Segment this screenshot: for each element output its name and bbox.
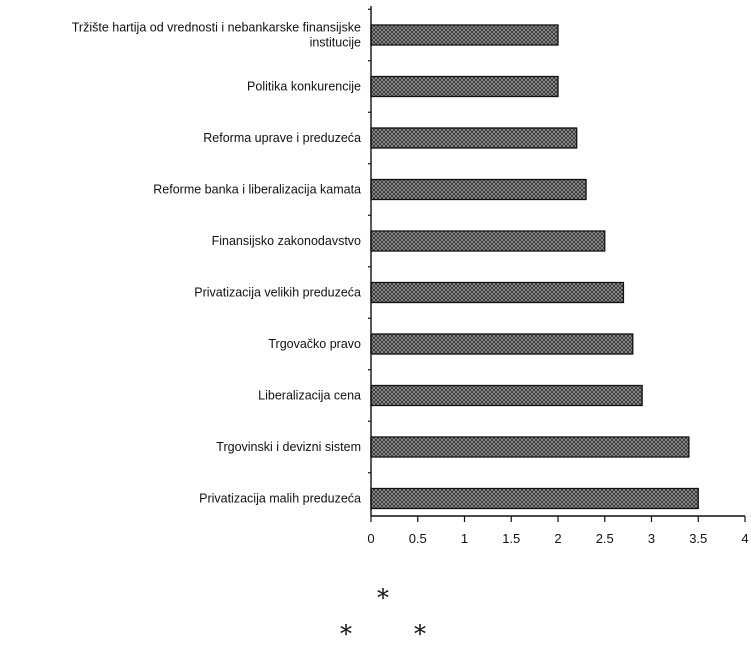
bar <box>370 436 690 458</box>
category-label: Politika konkurencije <box>247 80 361 94</box>
category-labels: Tržište hartija od vrednosti i nebankars… <box>72 21 361 506</box>
category-label: Privatizacija malih preduzeća <box>199 492 361 506</box>
category-label: institucije <box>310 36 361 50</box>
category-label: Reforma uprave i preduzeća <box>203 131 361 145</box>
category-label: Liberalizacija cena <box>258 389 361 403</box>
bar <box>370 487 699 510</box>
bar <box>370 75 559 98</box>
bar <box>370 127 578 149</box>
bar <box>370 230 606 252</box>
category-label: Privatizacija velikih preduzeća <box>194 286 361 300</box>
category-label: Trgovačko pravo <box>268 337 361 351</box>
decorative-asterisk: * <box>377 584 389 612</box>
bar <box>370 384 643 407</box>
bar <box>370 333 634 355</box>
bar <box>370 281 625 304</box>
category-label: Trgovinski i devizni sistem <box>216 440 361 454</box>
bar <box>370 24 559 46</box>
x-tick-label: 1 <box>461 531 468 546</box>
bar <box>370 178 587 201</box>
x-tick-label: 3 <box>648 531 655 546</box>
x-tick-label: 2.5 <box>596 531 614 546</box>
decorative-asterisk: * <box>340 620 352 648</box>
axes-group: 0 0.5 1 1.5 2 2.5 3 3.5 4 <box>367 6 749 546</box>
x-tick-label: 3.5 <box>689 531 707 546</box>
bars-group <box>370 24 699 510</box>
category-label: Reforme banka i liberalizacija kamata <box>153 183 361 197</box>
category-label: Finansijsko zakonodavstvo <box>212 234 361 248</box>
x-tick-label: 1.5 <box>502 531 520 546</box>
category-label: Tržište hartija od vrednosti i nebankars… <box>72 21 361 35</box>
decorative-asterisk: * <box>414 620 426 648</box>
x-tick-label: 0.5 <box>409 531 427 546</box>
x-tick-label: 4 <box>741 531 748 546</box>
x-tick-label: 0 <box>367 531 374 546</box>
x-tick-label: 2 <box>554 531 561 546</box>
